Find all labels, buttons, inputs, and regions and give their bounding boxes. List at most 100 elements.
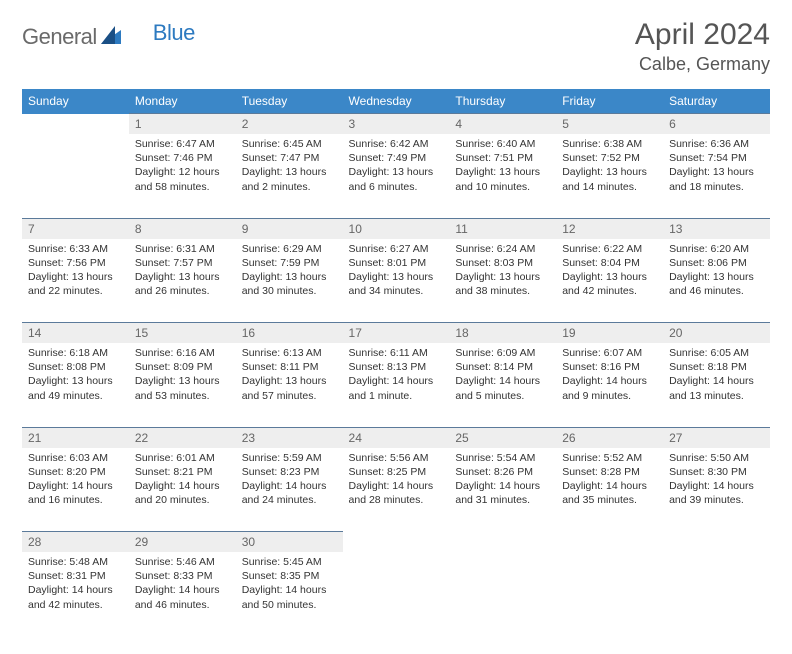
daylight-line: Daylight: 13 hours and 30 minutes. — [242, 270, 337, 298]
sunset-line: Sunset: 8:01 PM — [349, 256, 444, 270]
day-cell: Sunrise: 6:03 AMSunset: 8:20 PMDaylight:… — [22, 448, 129, 532]
day-details: Sunrise: 5:48 AMSunset: 8:31 PMDaylight:… — [22, 552, 129, 618]
day-number-cell: 30 — [236, 532, 343, 553]
title-block: April 2024 Calbe, Germany — [635, 18, 770, 75]
sunset-line: Sunset: 8:28 PM — [562, 465, 657, 479]
day-cell: Sunrise: 6:29 AMSunset: 7:59 PMDaylight:… — [236, 239, 343, 323]
sunset-line: Sunset: 8:21 PM — [135, 465, 230, 479]
sunrise-line: Sunrise: 6:27 AM — [349, 242, 444, 256]
sunrise-line: Sunrise: 6:29 AM — [242, 242, 337, 256]
day-number-cell: 2 — [236, 114, 343, 135]
sunrise-line: Sunrise: 6:31 AM — [135, 242, 230, 256]
sunset-line: Sunset: 8:23 PM — [242, 465, 337, 479]
daylight-line: Daylight: 13 hours and 10 minutes. — [455, 165, 550, 193]
day-cell: Sunrise: 6:11 AMSunset: 8:13 PMDaylight:… — [343, 343, 450, 427]
day-number-cell — [343, 532, 450, 553]
day-number-cell: 24 — [343, 427, 450, 448]
day-number-cell: 12 — [556, 218, 663, 239]
day-number-cell: 27 — [663, 427, 770, 448]
sunrise-line: Sunrise: 6:40 AM — [455, 137, 550, 151]
day-details: Sunrise: 5:45 AMSunset: 8:35 PMDaylight:… — [236, 552, 343, 618]
day-details: Sunrise: 5:52 AMSunset: 8:28 PMDaylight:… — [556, 448, 663, 514]
sunrise-line: Sunrise: 6:20 AM — [669, 242, 764, 256]
day-details: Sunrise: 6:42 AMSunset: 7:49 PMDaylight:… — [343, 134, 450, 200]
daylight-line: Daylight: 14 hours and 5 minutes. — [455, 374, 550, 402]
daylight-line: Daylight: 13 hours and 49 minutes. — [28, 374, 123, 402]
sunrise-line: Sunrise: 6:22 AM — [562, 242, 657, 256]
day-cell — [343, 552, 450, 636]
weekday-header-row: Sunday Monday Tuesday Wednesday Thursday… — [22, 89, 770, 114]
calendar-page: General Blue April 2024 Calbe, Germany S… — [0, 0, 792, 654]
daylight-line: Daylight: 13 hours and 14 minutes. — [562, 165, 657, 193]
weekday-header: Wednesday — [343, 89, 450, 114]
day-cell: Sunrise: 6:07 AMSunset: 8:16 PMDaylight:… — [556, 343, 663, 427]
weekday-header: Tuesday — [236, 89, 343, 114]
day-number-cell: 26 — [556, 427, 663, 448]
week-row: Sunrise: 6:03 AMSunset: 8:20 PMDaylight:… — [22, 448, 770, 532]
day-details: Sunrise: 6:09 AMSunset: 8:14 PMDaylight:… — [449, 343, 556, 409]
brand-part1: General — [22, 24, 97, 50]
day-cell: Sunrise: 6:13 AMSunset: 8:11 PMDaylight:… — [236, 343, 343, 427]
sunset-line: Sunset: 8:11 PM — [242, 360, 337, 374]
day-details: Sunrise: 6:22 AMSunset: 8:04 PMDaylight:… — [556, 239, 663, 305]
sunrise-line: Sunrise: 5:50 AM — [669, 451, 764, 465]
day-number-cell: 25 — [449, 427, 556, 448]
weekday-header: Saturday — [663, 89, 770, 114]
day-cell: Sunrise: 6:24 AMSunset: 8:03 PMDaylight:… — [449, 239, 556, 323]
day-cell: Sunrise: 6:01 AMSunset: 8:21 PMDaylight:… — [129, 448, 236, 532]
sunrise-line: Sunrise: 6:36 AM — [669, 137, 764, 151]
day-number-cell: 16 — [236, 323, 343, 344]
daylight-line: Daylight: 13 hours and 26 minutes. — [135, 270, 230, 298]
day-number-cell: 5 — [556, 114, 663, 135]
daylight-line: Daylight: 13 hours and 2 minutes. — [242, 165, 337, 193]
day-details: Sunrise: 6:11 AMSunset: 8:13 PMDaylight:… — [343, 343, 450, 409]
sunrise-line: Sunrise: 5:56 AM — [349, 451, 444, 465]
day-number-cell: 15 — [129, 323, 236, 344]
sunset-line: Sunset: 8:25 PM — [349, 465, 444, 479]
day-cell — [663, 552, 770, 636]
daylight-line: Daylight: 14 hours and 42 minutes. — [28, 583, 123, 611]
daylight-line: Daylight: 12 hours and 58 minutes. — [135, 165, 230, 193]
week-row: Sunrise: 6:18 AMSunset: 8:08 PMDaylight:… — [22, 343, 770, 427]
day-details: Sunrise: 6:36 AMSunset: 7:54 PMDaylight:… — [663, 134, 770, 200]
day-number-cell: 18 — [449, 323, 556, 344]
day-cell: Sunrise: 5:46 AMSunset: 8:33 PMDaylight:… — [129, 552, 236, 636]
calendar-table: Sunday Monday Tuesday Wednesday Thursday… — [22, 89, 770, 636]
daylight-line: Daylight: 13 hours and 18 minutes. — [669, 165, 764, 193]
weekday-header: Thursday — [449, 89, 556, 114]
day-number-cell: 28 — [22, 532, 129, 553]
day-cell: Sunrise: 6:22 AMSunset: 8:04 PMDaylight:… — [556, 239, 663, 323]
day-number-cell: 23 — [236, 427, 343, 448]
day-number-cell: 6 — [663, 114, 770, 135]
day-cell: Sunrise: 6:40 AMSunset: 7:51 PMDaylight:… — [449, 134, 556, 218]
sunrise-line: Sunrise: 6:45 AM — [242, 137, 337, 151]
day-cell: Sunrise: 5:52 AMSunset: 8:28 PMDaylight:… — [556, 448, 663, 532]
sunrise-line: Sunrise: 6:05 AM — [669, 346, 764, 360]
day-details: Sunrise: 6:33 AMSunset: 7:56 PMDaylight:… — [22, 239, 129, 305]
daynum-row: 21222324252627 — [22, 427, 770, 448]
day-details: Sunrise: 6:31 AMSunset: 7:57 PMDaylight:… — [129, 239, 236, 305]
sunrise-line: Sunrise: 5:52 AM — [562, 451, 657, 465]
day-details: Sunrise: 6:05 AMSunset: 8:18 PMDaylight:… — [663, 343, 770, 409]
daylight-line: Daylight: 13 hours and 22 minutes. — [28, 270, 123, 298]
day-cell: Sunrise: 6:38 AMSunset: 7:52 PMDaylight:… — [556, 134, 663, 218]
day-number-cell — [22, 114, 129, 135]
sunrise-line: Sunrise: 5:59 AM — [242, 451, 337, 465]
day-details: Sunrise: 6:16 AMSunset: 8:09 PMDaylight:… — [129, 343, 236, 409]
sunset-line: Sunset: 8:04 PM — [562, 256, 657, 270]
day-cell: Sunrise: 5:54 AMSunset: 8:26 PMDaylight:… — [449, 448, 556, 532]
sunrise-line: Sunrise: 6:16 AM — [135, 346, 230, 360]
week-row: Sunrise: 6:47 AMSunset: 7:46 PMDaylight:… — [22, 134, 770, 218]
day-details: Sunrise: 6:47 AMSunset: 7:46 PMDaylight:… — [129, 134, 236, 200]
sunset-line: Sunset: 7:59 PM — [242, 256, 337, 270]
day-cell: Sunrise: 6:20 AMSunset: 8:06 PMDaylight:… — [663, 239, 770, 323]
sunset-line: Sunset: 8:20 PM — [28, 465, 123, 479]
sunrise-line: Sunrise: 6:13 AM — [242, 346, 337, 360]
sunset-line: Sunset: 7:49 PM — [349, 151, 444, 165]
day-details: Sunrise: 5:56 AMSunset: 8:25 PMDaylight:… — [343, 448, 450, 514]
day-cell: Sunrise: 5:56 AMSunset: 8:25 PMDaylight:… — [343, 448, 450, 532]
sunset-line: Sunset: 8:03 PM — [455, 256, 550, 270]
sunrise-line: Sunrise: 6:42 AM — [349, 137, 444, 151]
week-row: Sunrise: 5:48 AMSunset: 8:31 PMDaylight:… — [22, 552, 770, 636]
day-details: Sunrise: 5:50 AMSunset: 8:30 PMDaylight:… — [663, 448, 770, 514]
